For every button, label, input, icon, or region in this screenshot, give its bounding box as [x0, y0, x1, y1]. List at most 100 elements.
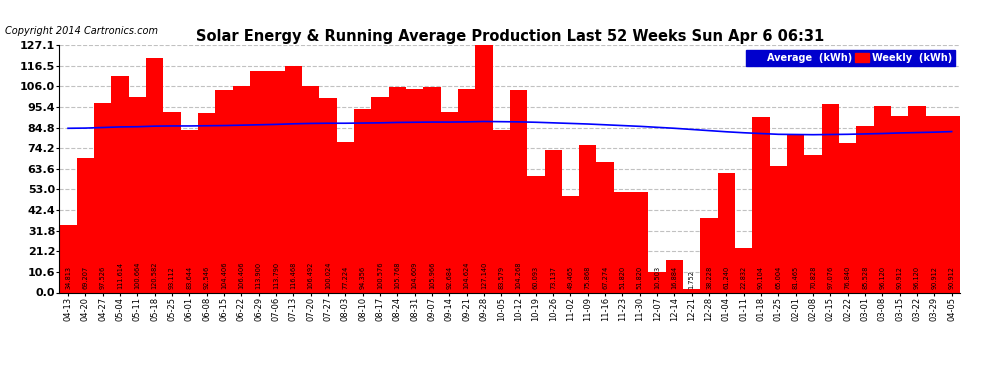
Bar — [891, 116, 909, 292]
Legend: Average  (kWh), Weekly  (kWh): Average (kWh), Weekly (kWh) — [746, 50, 955, 66]
Bar — [873, 106, 891, 292]
Bar — [700, 218, 718, 292]
Text: 111.614: 111.614 — [117, 261, 123, 289]
Bar — [233, 86, 249, 292]
Bar — [804, 155, 822, 292]
Bar — [319, 98, 337, 292]
Bar — [562, 196, 579, 292]
Text: 100.024: 100.024 — [325, 261, 331, 289]
Bar — [216, 90, 233, 292]
Text: 97.076: 97.076 — [828, 266, 834, 289]
Bar — [111, 76, 129, 292]
Text: 94.356: 94.356 — [359, 266, 365, 289]
Bar — [909, 106, 926, 292]
Text: 69.207: 69.207 — [82, 266, 88, 289]
Bar — [163, 111, 180, 292]
Bar — [388, 87, 406, 292]
Bar — [527, 176, 545, 292]
Bar — [337, 142, 353, 292]
Bar — [371, 97, 388, 292]
Bar — [59, 225, 77, 292]
Bar — [942, 116, 960, 292]
Bar — [198, 112, 216, 292]
Bar — [424, 87, 441, 292]
Bar — [267, 71, 284, 292]
Text: 67.274: 67.274 — [602, 265, 608, 289]
Bar — [354, 109, 371, 292]
Text: 90.104: 90.104 — [758, 266, 764, 289]
Bar — [822, 104, 840, 292]
Text: 96.120: 96.120 — [914, 266, 920, 289]
Text: 10.503: 10.503 — [654, 266, 660, 289]
Text: 120.582: 120.582 — [151, 261, 157, 289]
Text: 51.820: 51.820 — [620, 266, 626, 289]
Text: 100.576: 100.576 — [377, 261, 383, 289]
Bar — [614, 192, 632, 292]
Text: 92.546: 92.546 — [204, 266, 210, 289]
Bar — [146, 58, 163, 292]
Text: 104.406: 104.406 — [221, 261, 227, 289]
Bar — [770, 166, 787, 292]
Text: 113.900: 113.900 — [255, 261, 261, 289]
Text: 16.884: 16.884 — [671, 266, 677, 289]
Text: 90.912: 90.912 — [932, 266, 938, 289]
Bar — [249, 71, 267, 292]
Title: Solar Energy & Running Average Production Last 52 Weeks Sun Apr 6 06:31: Solar Energy & Running Average Productio… — [196, 29, 824, 44]
Bar — [735, 248, 752, 292]
Bar — [683, 289, 701, 292]
Text: 106.492: 106.492 — [308, 261, 314, 289]
Bar — [856, 126, 874, 292]
Text: 90.912: 90.912 — [897, 266, 903, 289]
Bar — [493, 130, 510, 292]
Text: 97.526: 97.526 — [100, 266, 106, 289]
Text: 1.752: 1.752 — [689, 270, 695, 289]
Bar — [475, 45, 493, 292]
Bar — [406, 89, 424, 292]
Text: 51.820: 51.820 — [637, 266, 643, 289]
Text: 81.465: 81.465 — [793, 266, 799, 289]
Bar — [596, 162, 614, 292]
Bar — [632, 192, 648, 292]
Text: 83.579: 83.579 — [498, 266, 504, 289]
Bar — [718, 174, 735, 292]
Bar — [840, 143, 856, 292]
Text: 77.224: 77.224 — [343, 265, 348, 289]
Text: 85.528: 85.528 — [862, 265, 868, 289]
Bar — [129, 97, 146, 292]
Bar — [94, 103, 111, 292]
Text: 34.813: 34.813 — [65, 266, 71, 289]
Bar — [181, 130, 198, 292]
Text: 104.609: 104.609 — [412, 261, 418, 289]
Text: 22.832: 22.832 — [741, 266, 746, 289]
Bar — [648, 272, 665, 292]
Bar — [285, 66, 302, 292]
Text: 113.790: 113.790 — [273, 261, 279, 289]
Bar — [579, 145, 596, 292]
Text: 100.664: 100.664 — [135, 261, 141, 289]
Text: Copyright 2014 Cartronics.com: Copyright 2014 Cartronics.com — [5, 26, 158, 36]
Text: 76.840: 76.840 — [844, 265, 850, 289]
Text: 96.120: 96.120 — [879, 266, 885, 289]
Text: 38.228: 38.228 — [706, 266, 712, 289]
Bar — [665, 260, 683, 292]
Bar — [457, 89, 475, 292]
Text: 73.137: 73.137 — [550, 266, 556, 289]
Text: 105.768: 105.768 — [394, 261, 400, 289]
Text: 75.868: 75.868 — [585, 265, 591, 289]
Text: 116.468: 116.468 — [290, 261, 296, 289]
Text: 106.406: 106.406 — [239, 261, 245, 289]
Text: 104.624: 104.624 — [463, 261, 469, 289]
Bar — [77, 158, 94, 292]
Bar — [510, 90, 527, 292]
Bar — [441, 112, 457, 292]
Text: 70.828: 70.828 — [810, 265, 816, 289]
Bar — [926, 116, 942, 292]
Text: 60.093: 60.093 — [533, 266, 539, 289]
Bar — [302, 86, 319, 292]
Text: 127.140: 127.140 — [481, 261, 487, 289]
Text: 65.004: 65.004 — [775, 265, 781, 289]
Bar — [787, 134, 804, 292]
Bar — [544, 150, 562, 292]
Text: 61.240: 61.240 — [724, 266, 730, 289]
Text: 105.966: 105.966 — [429, 261, 435, 289]
